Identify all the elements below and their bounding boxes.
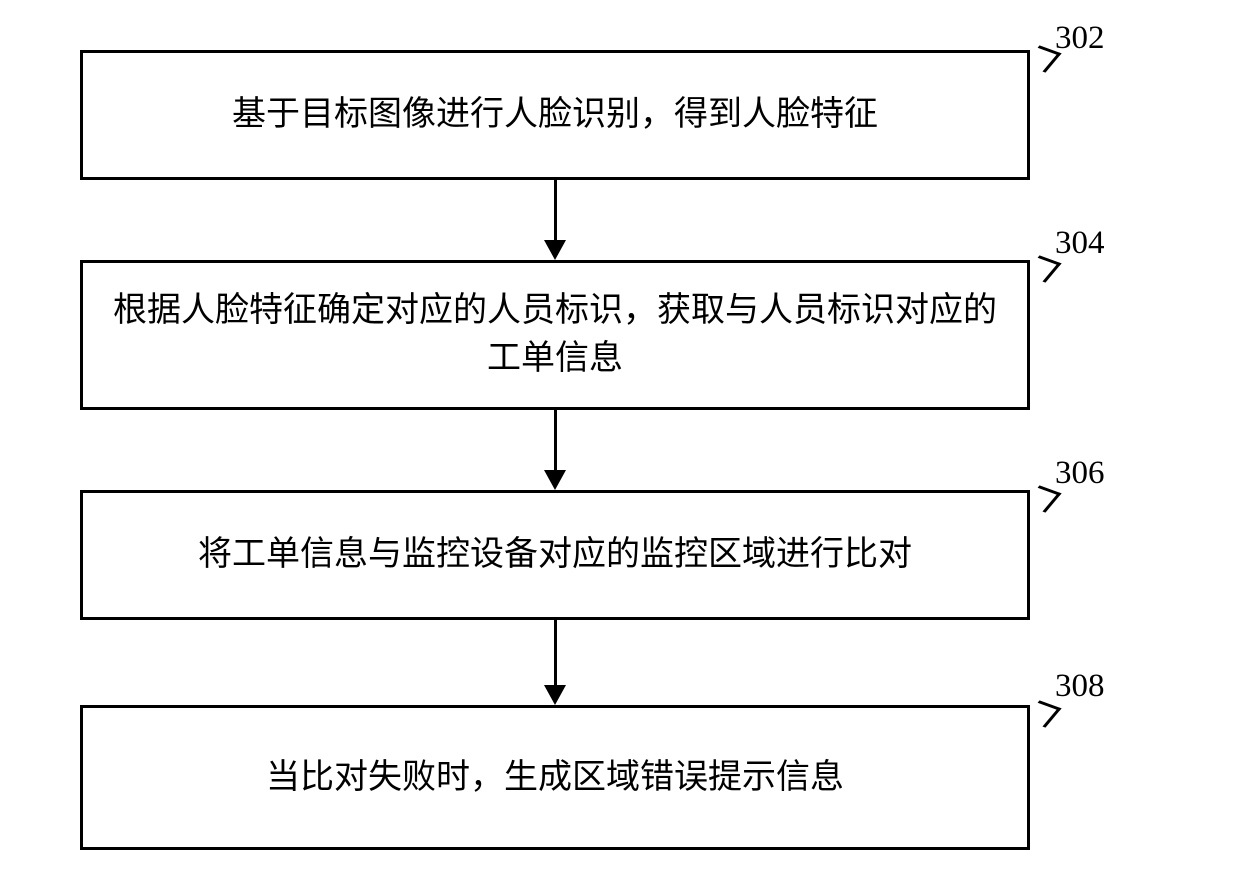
step-label-304: 304: [1055, 225, 1105, 262]
step-box-306: 将工单信息与监控设备对应的监控区域进行比对: [80, 490, 1030, 620]
arrow-head-304-306: [544, 470, 566, 490]
arrow-306-308: [554, 620, 557, 687]
step-label-306: 306: [1055, 455, 1105, 492]
step-text-306: 将工单信息与监控设备对应的监控区域进行比对: [198, 531, 912, 579]
step-text-302: 基于目标图像进行人脸识别，得到人脸特征: [232, 91, 878, 139]
step-box-302: 基于目标图像进行人脸识别，得到人脸特征: [80, 50, 1030, 180]
arrow-head-302-304: [544, 240, 566, 260]
step-box-308: 当比对失败时，生成区域错误提示信息: [80, 705, 1030, 850]
arrow-304-306: [554, 410, 557, 472]
arrow-head-306-308: [544, 685, 566, 705]
step-box-304: 根据人脸特征确定对应的人员标识，获取与人员标识对应的工单信息: [80, 260, 1030, 410]
arrow-302-304: [554, 180, 557, 242]
step-label-302: 302: [1055, 20, 1105, 57]
step-text-308: 当比对失败时，生成区域错误提示信息: [266, 754, 844, 802]
step-label-308: 308: [1055, 668, 1105, 705]
step-text-304: 根据人脸特征确定对应的人员标识，获取与人员标识对应的工单信息: [103, 287, 1007, 382]
